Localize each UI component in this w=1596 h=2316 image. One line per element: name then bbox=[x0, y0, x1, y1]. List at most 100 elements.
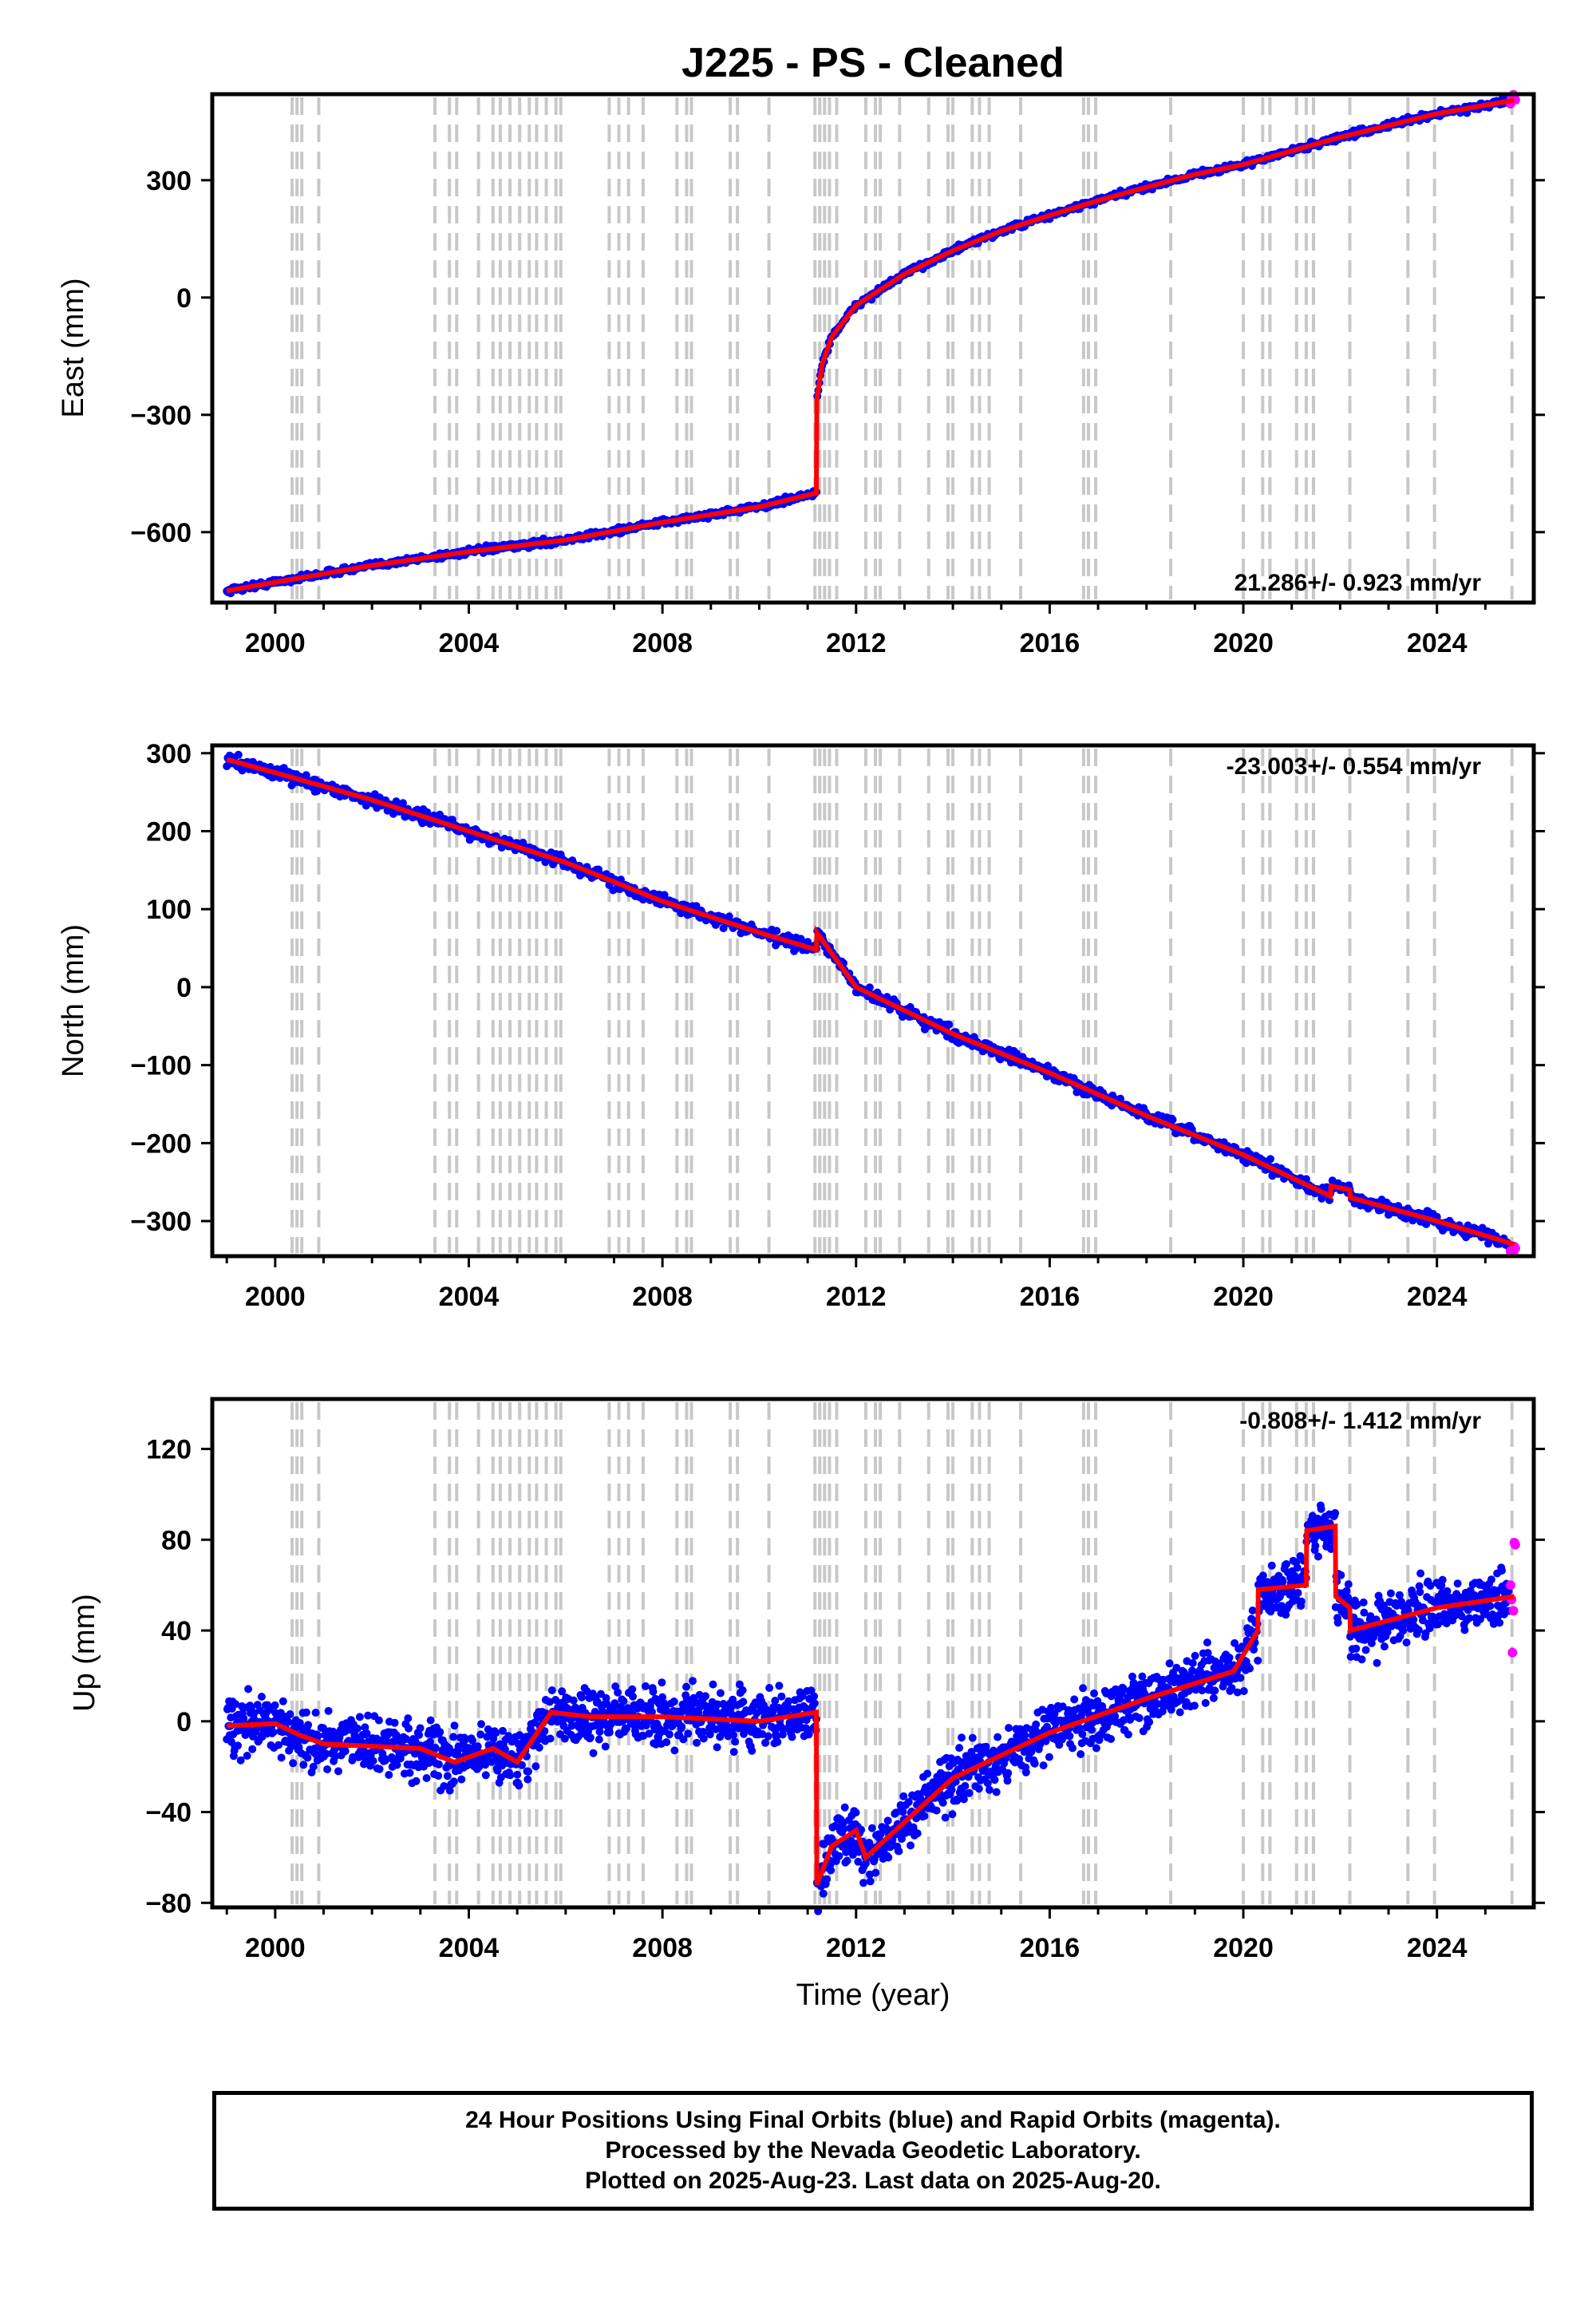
data-point-final bbox=[992, 1788, 1001, 1796]
data-point-final bbox=[713, 1743, 721, 1752]
data-point-final bbox=[945, 1020, 954, 1029]
data-point-final bbox=[595, 1735, 603, 1744]
north-data-points bbox=[223, 750, 1520, 1259]
data-point-final bbox=[355, 1713, 364, 1721]
data-point-final bbox=[1317, 1504, 1325, 1513]
data-point-final bbox=[302, 1708, 310, 1717]
data-point-final bbox=[1203, 1638, 1211, 1647]
data-point-final bbox=[1373, 1658, 1381, 1667]
data-point-final bbox=[865, 983, 874, 992]
y-tick-label: −200 bbox=[130, 1128, 192, 1159]
data-point-final bbox=[968, 1733, 977, 1742]
east-rate-label: 21.286+/- 0.923 mm/yr bbox=[1235, 570, 1482, 596]
data-point-final bbox=[1069, 1744, 1077, 1753]
data-point-final bbox=[1402, 1638, 1411, 1647]
data-point-final bbox=[524, 1767, 532, 1776]
data-point-final bbox=[257, 1693, 266, 1701]
data-point-final bbox=[1359, 1598, 1368, 1607]
data-point-final bbox=[629, 1692, 637, 1701]
data-point-final bbox=[1088, 1725, 1096, 1734]
data-point-final bbox=[810, 1699, 819, 1708]
x-tick-label: 2008 bbox=[632, 1282, 693, 1312]
data-point-final bbox=[895, 1847, 903, 1856]
data-point-final bbox=[271, 1701, 279, 1709]
data-point-final bbox=[777, 1692, 786, 1701]
data-point-final bbox=[1070, 1695, 1079, 1704]
data-point-final bbox=[449, 1733, 458, 1741]
data-point-final bbox=[1209, 1694, 1218, 1702]
data-point-final bbox=[990, 1776, 999, 1784]
data-point-final bbox=[1294, 1589, 1302, 1597]
data-point-final bbox=[775, 1682, 784, 1690]
data-point-final bbox=[578, 1693, 586, 1701]
data-point-final bbox=[1092, 1744, 1100, 1753]
data-point-final bbox=[422, 1774, 431, 1782]
data-point-final bbox=[1045, 1753, 1053, 1761]
y-tick-label: −300 bbox=[130, 1207, 192, 1237]
data-point-final bbox=[1278, 1577, 1287, 1586]
data-point-final bbox=[819, 1889, 828, 1898]
data-point-final bbox=[665, 1730, 674, 1739]
data-point-final bbox=[1021, 1768, 1030, 1777]
data-point-final bbox=[1311, 1541, 1320, 1550]
data-point-final bbox=[1004, 1769, 1013, 1777]
data-point-final bbox=[1239, 1687, 1248, 1695]
east-event-lines bbox=[290, 97, 1514, 599]
data-point-final bbox=[248, 1745, 257, 1753]
data-point-final bbox=[1380, 1642, 1389, 1651]
data-point-final bbox=[415, 1731, 424, 1739]
data-point-final bbox=[1333, 1618, 1342, 1627]
data-point-final bbox=[955, 1744, 964, 1753]
data-point-final bbox=[449, 1777, 458, 1786]
data-point-final bbox=[884, 1853, 893, 1862]
data-point-final bbox=[1078, 1730, 1087, 1738]
data-point-final bbox=[913, 1829, 922, 1838]
data-point-final bbox=[481, 1771, 490, 1780]
data-point-final bbox=[614, 1688, 622, 1697]
chart-title: J225 - PS - Cleaned bbox=[681, 40, 1065, 86]
data-point-final bbox=[649, 1687, 658, 1696]
data-point-final bbox=[589, 1749, 598, 1757]
data-point-final bbox=[1357, 1655, 1366, 1664]
data-point-final bbox=[851, 1808, 860, 1817]
data-point-final bbox=[434, 1760, 443, 1769]
data-point-final bbox=[716, 1689, 725, 1697]
data-point-final bbox=[1211, 1686, 1219, 1695]
data-point-final bbox=[920, 1812, 929, 1820]
data-point-final bbox=[958, 1733, 966, 1742]
data-point-final bbox=[304, 1721, 313, 1729]
data-point-final bbox=[1386, 1589, 1395, 1598]
y-tick-label: 300 bbox=[146, 739, 192, 769]
data-point-final bbox=[405, 1769, 414, 1777]
data-point-final bbox=[1090, 1689, 1098, 1697]
data-point-final bbox=[748, 1746, 757, 1755]
data-point-final bbox=[1331, 1508, 1340, 1517]
data-point-final bbox=[1065, 1732, 1074, 1741]
data-point-final bbox=[601, 1742, 610, 1751]
data-point-final bbox=[547, 1686, 556, 1694]
data-point-final bbox=[289, 1759, 298, 1768]
data-point-final bbox=[286, 1710, 294, 1718]
data-point-final bbox=[904, 1798, 913, 1806]
data-point-final bbox=[835, 1852, 843, 1860]
data-point-final bbox=[871, 1868, 880, 1877]
data-point-final bbox=[823, 1875, 832, 1883]
data-point-final bbox=[1145, 1717, 1154, 1726]
east-ylabel: East (mm) bbox=[57, 278, 90, 417]
data-point-final bbox=[1293, 1563, 1302, 1572]
data-point-final bbox=[764, 1732, 772, 1741]
x-tick-label: 2012 bbox=[826, 628, 887, 658]
data-point-final bbox=[1030, 1759, 1039, 1768]
data-point-final bbox=[1168, 1116, 1177, 1124]
data-point-final bbox=[1225, 1654, 1234, 1662]
data-point-final bbox=[492, 1729, 500, 1737]
data-point-final bbox=[689, 1677, 697, 1686]
data-point-final bbox=[506, 1771, 515, 1780]
data-point-final bbox=[899, 1808, 907, 1816]
x-tick-label: 2016 bbox=[1020, 628, 1080, 658]
data-point-final bbox=[416, 1724, 425, 1733]
data-point-final bbox=[385, 1771, 393, 1779]
data-point-final bbox=[375, 1765, 384, 1773]
